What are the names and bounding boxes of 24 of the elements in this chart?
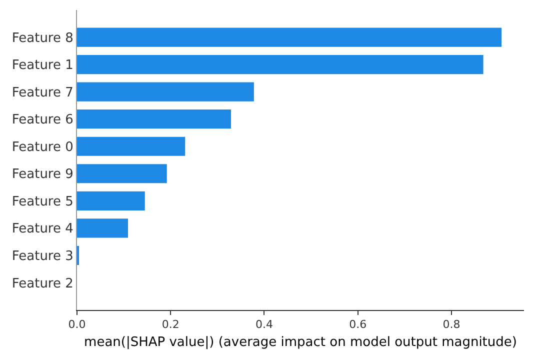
y-tick-label: Feature 7 bbox=[12, 85, 74, 100]
bar bbox=[77, 136, 186, 156]
bar bbox=[77, 28, 502, 47]
bar bbox=[77, 82, 254, 102]
y-tick-label: Feature 4 bbox=[12, 222, 74, 237]
bar bbox=[77, 191, 145, 210]
y-tick-label: Feature 3 bbox=[12, 249, 74, 264]
y-tick-label: Feature 6 bbox=[12, 112, 74, 128]
x-tick-label: 0.8 bbox=[442, 318, 460, 332]
x-axis-title: mean(|SHAP value|) (average impact on model output magnitude) bbox=[84, 334, 517, 350]
bar bbox=[77, 218, 128, 238]
x-tick-label: 0.4 bbox=[255, 318, 273, 332]
y-tick-label: Feature 9 bbox=[12, 167, 74, 182]
y-tick-label: Feature 0 bbox=[12, 140, 74, 155]
y-tick-label: Feature 5 bbox=[12, 194, 74, 210]
x-tick-label: 0.6 bbox=[349, 318, 367, 332]
y-tick-label: Feature 2 bbox=[12, 276, 74, 292]
y-tick-label: Feature 1 bbox=[12, 58, 74, 74]
bar bbox=[77, 164, 167, 184]
bar bbox=[77, 55, 484, 74]
x-tick-label: 0.0 bbox=[68, 318, 86, 332]
bar bbox=[77, 110, 231, 129]
x-tick-label: 0.2 bbox=[162, 318, 180, 332]
y-tick-label: Feature 8 bbox=[12, 30, 74, 46]
